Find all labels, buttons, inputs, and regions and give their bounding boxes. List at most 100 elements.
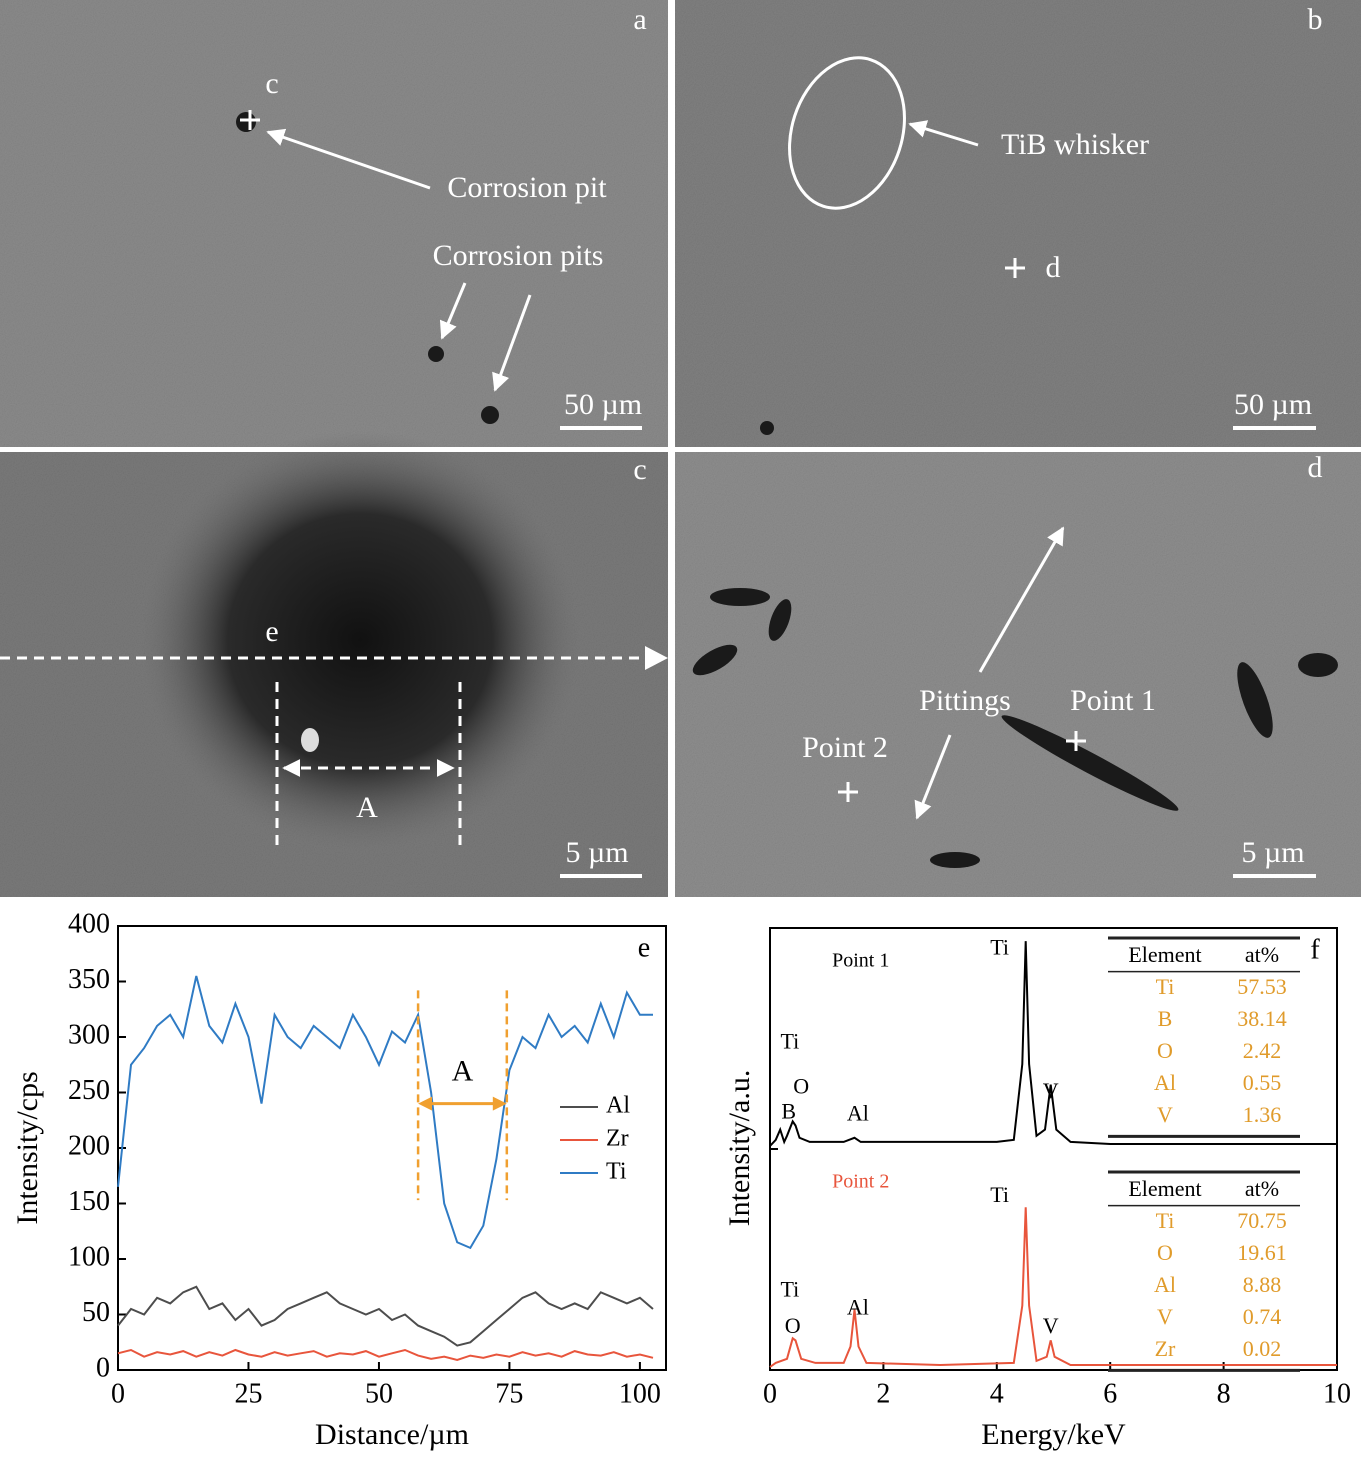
x-tick-label: 50 [365,1378,393,1409]
table-cell: Ti [1156,974,1175,999]
table-header: at% [1245,942,1279,967]
y-axis-label: Intensity/cps [11,1071,44,1224]
series-line [117,1285,654,1347]
table-cell: 19.61 [1237,1240,1287,1265]
table-cell: B [1158,1006,1173,1031]
table-cell: Al [1154,1070,1176,1095]
scale-bar-label: 5 µm [1241,836,1304,869]
x-tick-label: 4 [990,1378,1004,1409]
series-line [117,1348,654,1362]
y-tick-label: 150 [68,1186,110,1217]
image-texts: a c Corrosion pit Corrosion pits 50 µm b… [265,3,1322,869]
y-tick-label: 0 [96,1352,110,1383]
table-cell: Zr [1155,1336,1176,1361]
table-header: Element [1128,942,1201,967]
y-tick-label: 300 [68,1019,110,1050]
table-cell: Al [1154,1272,1176,1297]
y-tick-label: 100 [68,1241,110,1272]
peak-label: O [785,1313,801,1338]
panel-letter: b [1308,3,1323,36]
legend-label: Ti [606,1159,627,1185]
annotation: c [265,67,278,100]
peak-label: V [1043,1313,1059,1338]
x-tick-label: 2 [876,1378,890,1409]
table-cell: Ti [1156,1208,1175,1233]
peak-label: Ti [780,1276,799,1301]
series-line [769,1207,1337,1368]
x-axis-label: Energy/keV [981,1418,1126,1451]
y-tick-label: 250 [68,1075,110,1106]
table-cell: 8.88 [1243,1272,1282,1297]
annotation: Point 1 [1070,684,1156,717]
x-tick-label: 0 [111,1378,125,1409]
table-cell: 0.74 [1243,1304,1282,1329]
table-cell: 2.42 [1243,1038,1282,1063]
peak-label: Al [847,1295,869,1320]
table-cell: 38.14 [1237,1006,1287,1031]
peak-label: Ti [990,934,1009,959]
panel-letter: a [633,3,646,36]
annotation: e [265,615,278,648]
x-tick-label: 10 [1323,1378,1351,1409]
sem-images: a c Corrosion pit Corrosion pits 50 µm b… [0,0,1361,897]
series-name: Point 1 [832,949,889,971]
peak-label: B [781,1098,796,1123]
series-name: Point 2 [832,1170,889,1192]
table-cell: 1.36 [1243,1102,1282,1127]
x-tick-label: 100 [619,1378,661,1409]
annotation: Pittings [919,684,1011,717]
y-tick-label: 50 [82,1297,110,1328]
peak-label: V [1043,1078,1059,1103]
legend-label: Al [606,1093,630,1119]
image-d [675,452,1361,897]
x-axis-label: Distance/µm [315,1418,469,1451]
scale-bar-label: 5 µm [565,836,628,869]
x-tick-label: 0 [763,1378,777,1409]
image-b [675,0,1361,447]
particles [236,112,1338,868]
table-cell: V [1157,1102,1173,1127]
region-label: A [452,1055,474,1088]
legend-label: Zr [606,1126,629,1152]
peak-label: Al [847,1100,869,1125]
table-cell: 0.55 [1243,1070,1282,1095]
scale-bar-label: 50 µm [1234,388,1312,421]
particle [301,728,319,752]
table-cell: 57.53 [1237,974,1287,999]
scale-bar-label: 50 µm [564,388,642,421]
x-tick-label: 25 [234,1378,262,1409]
peak-label: Ti [780,1029,799,1054]
annotation: A [356,791,378,824]
panel-letter: e [638,932,650,963]
series-line [117,975,653,1250]
image-separators [0,0,1361,897]
series-line [769,941,1337,1147]
image-a [0,0,668,447]
pit-dark [140,430,580,850]
y-axis-label: Intensity/a.u. [723,1070,756,1227]
annotation: Point 2 [802,731,888,764]
panel-letter: d [1308,451,1323,484]
table-cell: 70.75 [1237,1208,1287,1233]
table-cell: V [1157,1304,1173,1329]
y-tick-label: 350 [68,964,110,995]
table-cell: 0.02 [1243,1336,1282,1361]
y-tick-label: 200 [68,1130,110,1161]
annotation: Corrosion pits [433,239,604,272]
table-header: at% [1245,1176,1279,1201]
peak-label: Ti [990,1182,1009,1207]
panel-letter: f [1310,934,1320,965]
x-tick-label: 6 [1103,1378,1117,1409]
y-tick-label: 400 [68,908,110,939]
table-cell: O [1157,1240,1173,1265]
annotation-shapes [0,56,1316,878]
x-tick-label: 75 [495,1378,523,1409]
annotation: Corrosion pit [447,171,607,204]
peak-label: O [793,1074,809,1099]
annotation: d [1046,251,1061,284]
x-tick-label: 8 [1217,1378,1231,1409]
panel-letter: c [633,453,646,486]
annotation: TiB whisker [1001,128,1149,161]
